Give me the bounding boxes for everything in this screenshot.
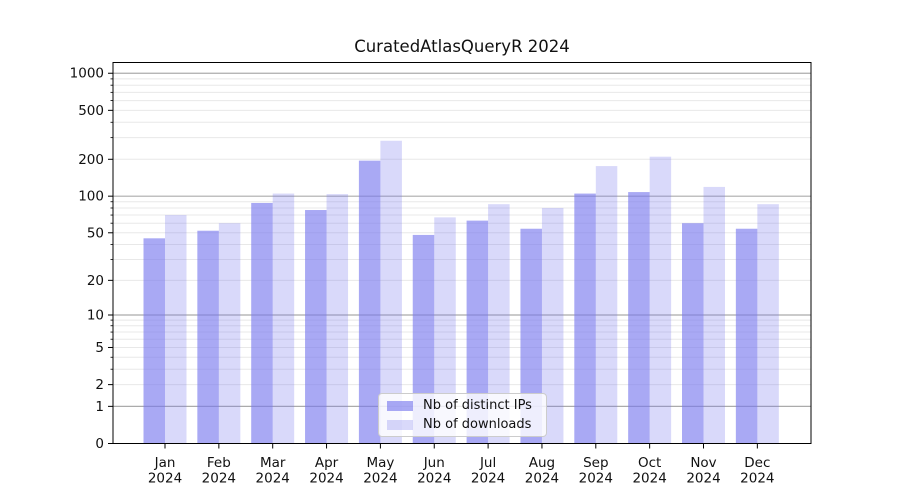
bar-distinct-ips-apr bbox=[305, 210, 327, 444]
x-tick-label-year: 2024 bbox=[579, 471, 613, 487]
bar-downloads-may bbox=[380, 140, 402, 444]
legend-item-distinct-ips: Nb of distinct IPs bbox=[387, 396, 538, 415]
x-tick-label-year: 2024 bbox=[148, 471, 182, 487]
bar-downloads-jul bbox=[488, 204, 510, 444]
bar-distinct-ips-aug bbox=[520, 228, 542, 444]
x-tick-label-year: 2024 bbox=[256, 471, 290, 487]
bar-distinct-ips-dec bbox=[735, 228, 758, 444]
bar-distinct-ips-feb bbox=[197, 230, 219, 444]
bar-distinct-ips-nov bbox=[682, 223, 704, 444]
bar-distinct-ips-sep bbox=[574, 193, 596, 444]
y-tick-label: 10 bbox=[87, 307, 104, 323]
legend-swatch-downloads bbox=[387, 419, 413, 430]
bar-downloads-dec bbox=[757, 204, 779, 444]
legend-label-downloads: Nb of downloads bbox=[423, 417, 532, 432]
x-tick-label-month: Nov bbox=[690, 455, 716, 471]
y-tick-label: 200 bbox=[78, 152, 104, 168]
y-tick-label: 0 bbox=[95, 436, 104, 452]
x-tick-label-month: Dec bbox=[744, 455, 770, 471]
y-tick-label: 500 bbox=[78, 103, 104, 119]
y-tick-label: 2 bbox=[95, 377, 104, 393]
bar-downloads-apr bbox=[326, 194, 349, 444]
bar-distinct-ips-may bbox=[358, 160, 381, 444]
x-tick-label-month: Jun bbox=[423, 455, 445, 471]
legend-item-downloads: Nb of downloads bbox=[387, 415, 538, 434]
x-tick-label-year: 2024 bbox=[525, 471, 559, 487]
x-tick-label-month: Jul bbox=[479, 455, 496, 471]
legend-label-distinct-ips: Nb of distinct IPs bbox=[423, 398, 532, 413]
x-tick-label-month: Mar bbox=[260, 455, 286, 471]
x-tick-label-month: Sep bbox=[583, 455, 608, 471]
x-tick-label-year: 2024 bbox=[686, 471, 720, 487]
x-tick-label-year: 2024 bbox=[471, 471, 505, 487]
bar-downloads-nov bbox=[703, 186, 725, 444]
bar-distinct-ips-mar bbox=[251, 202, 273, 444]
bar-downloads-jan bbox=[165, 215, 187, 444]
x-tick-label-year: 2024 bbox=[202, 471, 236, 487]
y-tick-label: 50 bbox=[87, 225, 104, 241]
y-tick-label: 20 bbox=[87, 273, 104, 289]
plot-border bbox=[112, 62, 812, 444]
x-tick-label-month: Jan bbox=[154, 455, 176, 471]
x-tick-label-year: 2024 bbox=[417, 471, 451, 487]
legend: Nb of distinct IPs Nb of downloads bbox=[378, 393, 547, 437]
bar-distinct-ips-jun bbox=[412, 234, 435, 444]
bar-downloads-feb bbox=[218, 223, 241, 444]
x-tick-label-month: Apr bbox=[315, 455, 339, 471]
legend-swatch-distinct-ips bbox=[387, 400, 413, 411]
x-tick-label-month: May bbox=[366, 455, 394, 471]
y-tick-label: 1000 bbox=[70, 66, 104, 82]
chart-title: CuratedAtlasQueryR 2024 bbox=[354, 37, 570, 56]
y-tick-label: 5 bbox=[95, 340, 104, 356]
x-tick-label-month: Aug bbox=[529, 455, 555, 471]
x-tick-label-year: 2024 bbox=[309, 471, 343, 487]
bar-downloads-jun bbox=[434, 217, 456, 444]
bar-downloads-sep bbox=[595, 166, 618, 444]
y-tick-label: 100 bbox=[78, 189, 104, 205]
bar-distinct-ips-jan bbox=[143, 238, 165, 444]
x-tick-label-month: Oct bbox=[638, 455, 661, 471]
x-tick-label-year: 2024 bbox=[363, 471, 397, 487]
x-tick-label-year: 2024 bbox=[740, 471, 774, 487]
y-tick-label: 1 bbox=[95, 399, 104, 415]
x-tick-label-month: Feb bbox=[207, 455, 231, 471]
bar-downloads-oct bbox=[649, 156, 672, 444]
bar-distinct-ips-oct bbox=[628, 192, 650, 444]
x-tick-label-year: 2024 bbox=[632, 471, 666, 487]
bar-downloads-mar bbox=[272, 193, 295, 444]
bar-distinct-ips-jul bbox=[466, 220, 489, 444]
bar-downloads-aug bbox=[541, 207, 564, 444]
